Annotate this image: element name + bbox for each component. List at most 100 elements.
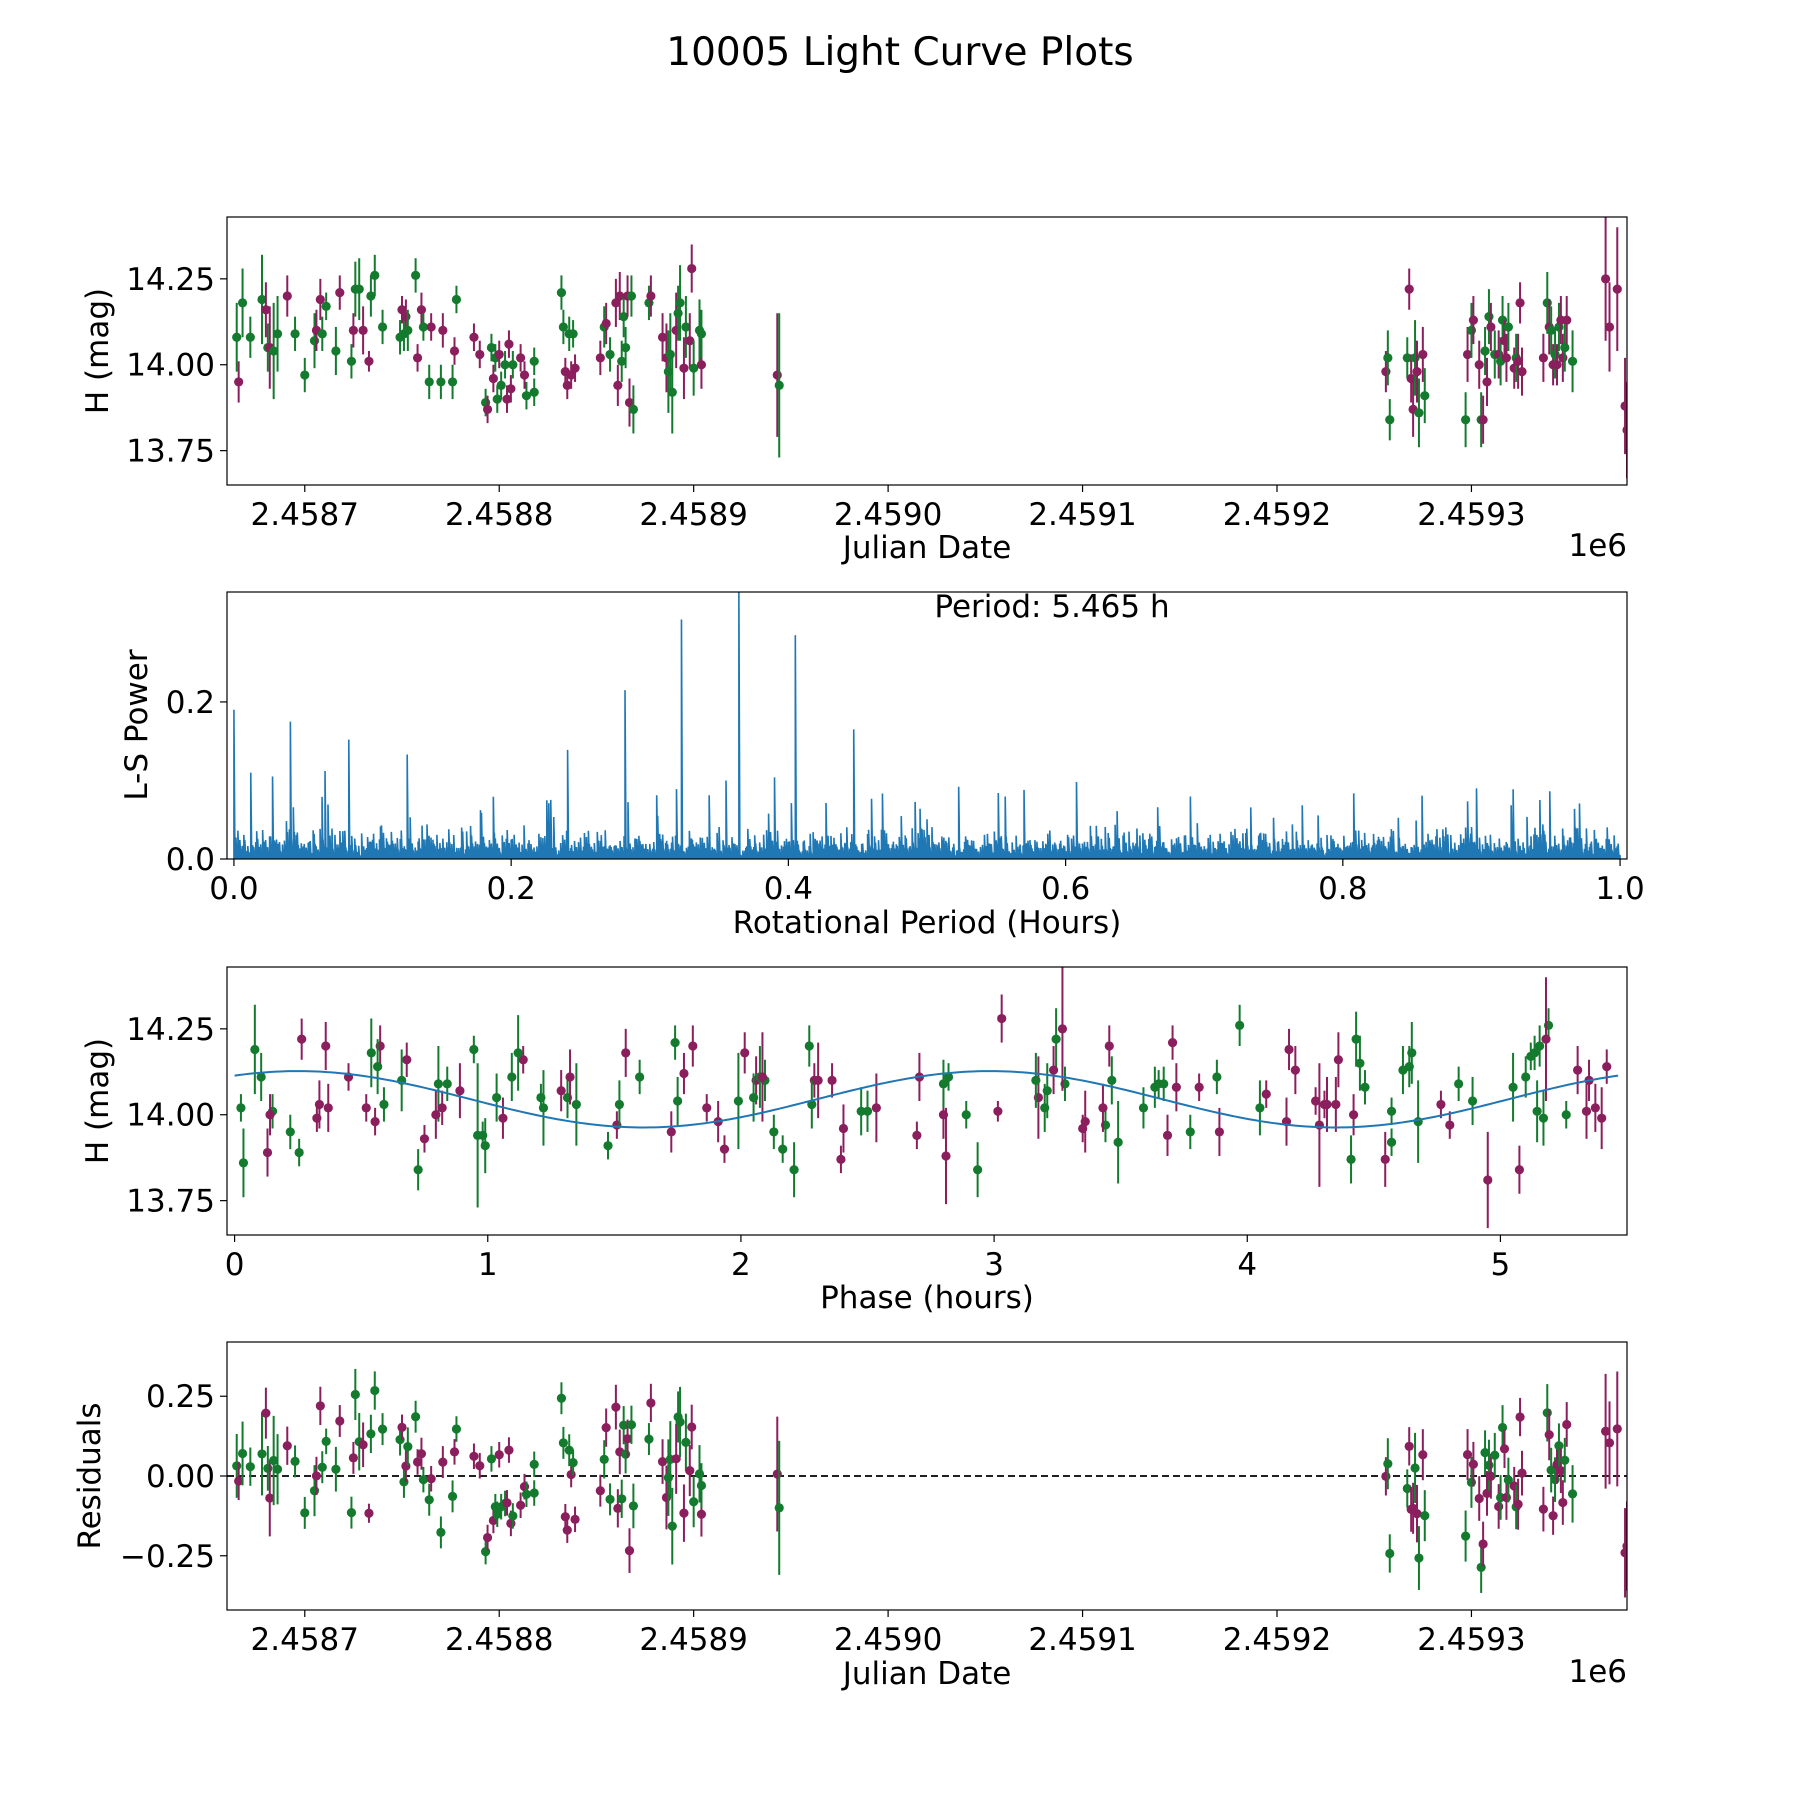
observation-point <box>451 294 462 305</box>
observation-point <box>566 370 576 380</box>
phased-point <box>1031 1075 1041 1085</box>
observation-point <box>1515 298 1525 308</box>
x-tick-label: 0.4 <box>764 871 813 907</box>
phased-point <box>1561 1110 1571 1120</box>
observation-point <box>1567 356 1578 366</box>
phased-point <box>1314 1120 1325 1130</box>
phased-point <box>1573 1065 1583 1075</box>
residual-point <box>451 1424 462 1434</box>
residual-point <box>1562 1419 1572 1430</box>
residual-point <box>317 1462 327 1472</box>
y-tick-label: 0.2 <box>166 685 215 721</box>
fit-curve <box>234 1070 1619 1129</box>
residual-point <box>481 1547 491 1557</box>
phased-point <box>480 1141 490 1151</box>
phased-point <box>455 1086 465 1096</box>
observation-point <box>613 380 623 390</box>
phased-point <box>262 1147 273 1158</box>
observation-point <box>1381 367 1391 377</box>
observation-point <box>469 332 479 342</box>
phased-point <box>366 1048 376 1058</box>
residual-point <box>1548 1511 1558 1521</box>
residual-point <box>403 1442 413 1452</box>
residual-point <box>1410 1463 1420 1473</box>
residual-point <box>1490 1450 1500 1460</box>
x-tick-label: 2.4590 <box>834 1622 942 1658</box>
observation-point <box>516 353 526 363</box>
residual-point <box>1567 1489 1578 1499</box>
residual-point <box>1554 1441 1564 1451</box>
residual-point <box>570 1514 580 1524</box>
observation-point <box>558 322 568 332</box>
phased-point <box>437 1103 447 1113</box>
residual-point <box>449 1447 460 1457</box>
residual-point <box>689 1497 699 1507</box>
phased-point <box>361 1103 371 1113</box>
phased-point <box>1322 1099 1332 1110</box>
residual-point <box>290 1456 300 1466</box>
residual-point <box>516 1500 526 1510</box>
lightcurve-offset-label: 1e6 <box>1568 528 1627 564</box>
phased-point <box>1454 1079 1464 1089</box>
residual-point <box>679 1508 689 1518</box>
residual-point <box>331 1464 341 1474</box>
x-tick-label: 2.4587 <box>251 497 359 533</box>
x-tick-label: 0.6 <box>1041 871 1090 907</box>
observation-point <box>1562 315 1572 325</box>
observation-point <box>317 329 327 339</box>
residual-point <box>300 1508 310 1518</box>
residual-point <box>1497 1422 1508 1433</box>
residual-point <box>1482 1488 1492 1499</box>
residual-point <box>1560 1455 1570 1465</box>
observation-point <box>237 298 248 308</box>
phased-point <box>1529 1048 1540 1058</box>
phased-point <box>871 1103 881 1113</box>
phased-point <box>1051 1034 1061 1044</box>
x-tick-label: 2.4590 <box>834 497 942 533</box>
phased-point <box>370 1117 380 1127</box>
x-tick-label: 2.4592 <box>1223 1622 1331 1658</box>
residuals-ylabel: Residuals <box>72 1402 108 1549</box>
observation-point <box>556 287 567 298</box>
phased-point <box>1346 1154 1356 1165</box>
observation-point <box>1383 353 1393 363</box>
observation-point <box>1604 322 1615 332</box>
phased-point <box>518 1055 528 1065</box>
y-tick-label: 14.00 <box>126 1098 215 1134</box>
residual-point <box>494 1450 504 1460</box>
observation-point <box>568 329 578 339</box>
residual-point <box>687 1422 697 1432</box>
phased-point <box>614 1099 625 1110</box>
observation-point <box>615 291 625 301</box>
x-tick-label: 2.4593 <box>1417 1622 1525 1658</box>
residual-point <box>696 1509 707 1519</box>
x-tick-label: 1 <box>478 1247 498 1283</box>
phased-point <box>1284 1044 1294 1055</box>
phased-point <box>1360 1082 1370 1092</box>
observation-point <box>679 363 689 373</box>
observation-point <box>1461 415 1471 425</box>
observation-point <box>1517 367 1527 377</box>
observation-point <box>1538 353 1548 363</box>
phased-point <box>538 1103 549 1113</box>
residual-point <box>599 1454 609 1464</box>
residuals-offset-label: 1e6 <box>1568 1654 1627 1690</box>
observation-point <box>1385 415 1395 425</box>
phased-point <box>679 1068 689 1079</box>
observation-point <box>232 332 242 342</box>
phased-point <box>238 1158 249 1168</box>
phased-point <box>1597 1113 1607 1123</box>
residual-point <box>1478 1539 1488 1549</box>
phased-point <box>1154 1079 1164 1089</box>
residual-point <box>245 1462 255 1472</box>
observation-point <box>646 291 656 301</box>
observation-point <box>601 318 611 329</box>
phased-point <box>1514 1165 1525 1175</box>
observation-point <box>309 336 320 346</box>
periodogram-axes-frame <box>226 591 1628 860</box>
observation-point <box>667 387 677 397</box>
phased-point <box>778 1144 788 1154</box>
residual-point <box>1466 1477 1477 1487</box>
phased-point <box>492 1092 502 1103</box>
residual-point <box>560 1512 570 1522</box>
